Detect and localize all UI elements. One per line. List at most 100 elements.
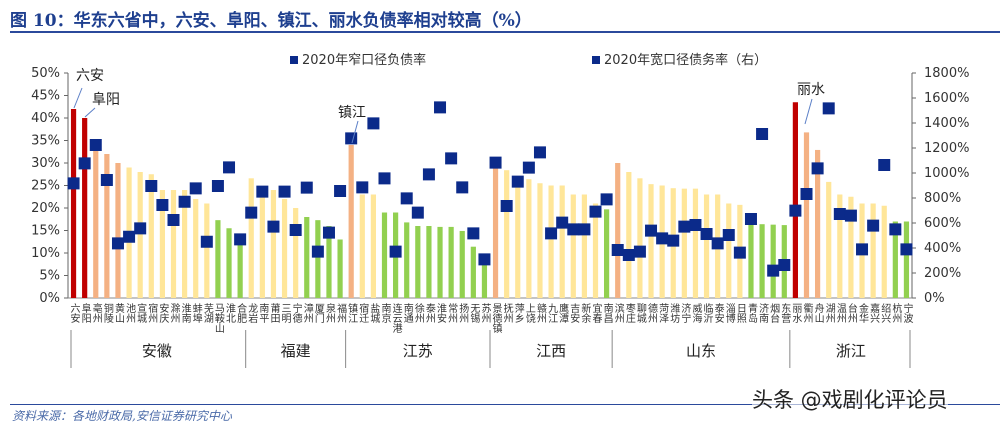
category-label: 亳州 — [90, 302, 102, 323]
bar-扬州 — [459, 230, 465, 298]
square-菏泽 — [656, 232, 669, 245]
square-烟台 — [767, 264, 780, 277]
square-宁德 — [289, 224, 302, 236]
bar-宁波 — [903, 221, 910, 298]
category-label: 聊城 — [634, 302, 646, 324]
bar-青岛 — [748, 215, 754, 298]
province-label: 江西 — [536, 342, 566, 360]
watermark: 头条 @戏剧化评论员 — [752, 384, 948, 414]
category-label: 东营 — [779, 302, 791, 324]
bar-镇江 — [348, 145, 354, 298]
category-label: 六安 — [68, 303, 80, 324]
square-绍兴 — [878, 159, 891, 171]
left-tick-label: 5% — [39, 269, 60, 284]
bar-莆田 — [270, 190, 277, 298]
category-label: 日照 — [734, 303, 746, 324]
title-divider — [10, 31, 1000, 33]
category-label: 滨州 — [612, 302, 624, 323]
legend-marker-bar — [290, 56, 298, 64]
category-label: 萍乡 — [512, 303, 524, 323]
category-label: 衢州 — [801, 303, 813, 323]
category-label: 新余 — [579, 302, 591, 324]
category-label: 德州 — [646, 302, 658, 323]
category-label: 苏州 — [479, 302, 491, 323]
category-label: 扬州 — [457, 302, 469, 323]
square-衢州 — [800, 188, 813, 200]
category-label: 鹰潭 — [557, 302, 569, 323]
legend-marker-square — [592, 56, 600, 64]
category-label: 宿州 — [146, 302, 158, 323]
square-淮南 — [178, 195, 191, 208]
square-泰安 — [711, 237, 724, 250]
province-label: 山东 — [686, 342, 716, 360]
bar-盐城 — [370, 194, 376, 298]
category-label: 绍兴 — [879, 302, 891, 324]
square-黄山 — [111, 237, 124, 250]
footer-divider — [10, 404, 1000, 405]
square-南昌 — [600, 193, 613, 206]
square-金华 — [856, 243, 869, 256]
bar-南昌 — [604, 209, 610, 298]
square-赣州 — [533, 146, 546, 159]
category-label: 上饶 — [523, 303, 535, 324]
bar-淮安 — [437, 226, 443, 298]
right-tick-label: 1000% — [924, 166, 969, 181]
bar-衢州 — [803, 132, 810, 298]
category-label: 南通 — [401, 302, 413, 323]
square-青岛 — [744, 213, 757, 225]
source-note: 资料来源：各地财政局,安信证券研究中心 — [12, 409, 232, 423]
category-label: 威海 — [690, 302, 702, 324]
category-label: 潍坊 — [668, 303, 680, 324]
category-label: 淄博 — [723, 303, 735, 324]
right-tick-label: 1200% — [924, 141, 969, 156]
category-label: 芜湖 — [201, 302, 213, 324]
square-温州 — [833, 208, 846, 220]
category-label: 烟台 — [768, 302, 780, 324]
bar-烟台 — [770, 224, 776, 298]
bar-舟山 — [815, 149, 821, 298]
square-东营 — [778, 259, 791, 271]
bar-鹰潭 — [559, 185, 565, 298]
square-滁州 — [167, 214, 180, 226]
province-label: 安徽 — [142, 342, 172, 360]
left-tick-label: 15% — [31, 224, 60, 239]
category-label: 湖州 — [823, 303, 835, 323]
category-label: 安庆 — [157, 302, 169, 324]
right-tick-label: 0% — [924, 291, 945, 306]
category-label: 泰州 — [423, 302, 435, 323]
legend-label-bar: 2020年窄口径负债率 — [302, 52, 426, 68]
category-label: 南京 — [379, 302, 391, 324]
category-label: 漳州 — [301, 302, 313, 323]
square-枣庄 — [622, 249, 635, 261]
category-label: 丽水 — [790, 303, 802, 323]
square-宿州 — [145, 180, 158, 192]
square-抚州 — [500, 200, 513, 212]
bar-绍兴 — [881, 205, 887, 298]
bar-德州 — [648, 184, 654, 298]
square-福州 — [334, 185, 347, 197]
right-tick-label: 1600% — [924, 91, 969, 106]
square-淄博 — [722, 229, 735, 241]
left-tick-label: 40% — [31, 111, 60, 126]
bar-蚌埠 — [193, 199, 199, 298]
bar-宜春 — [592, 203, 599, 298]
category-label: 宣城 — [135, 302, 147, 324]
square-吉安 — [567, 223, 580, 236]
square-九江 — [545, 227, 558, 240]
right-tick-label: 600% — [924, 216, 961, 231]
category-label: 景德镇 — [490, 303, 502, 334]
category-label: 吉安 — [568, 303, 580, 324]
category-label: 金华 — [857, 302, 869, 324]
bar-临沂 — [703, 194, 710, 298]
bar-淮南 — [182, 190, 188, 298]
bar-台州 — [848, 196, 854, 298]
bar-萍乡 — [515, 176, 521, 298]
category-label: 菏泽 — [657, 303, 669, 323]
category-label: 泉州 — [323, 302, 335, 323]
square-宿迁 — [356, 181, 369, 194]
bar-宣城 — [137, 172, 143, 298]
bar-常州 — [448, 226, 454, 298]
bar-淮北 — [226, 228, 232, 298]
right-tick-label: 1400% — [924, 116, 969, 131]
square-新余 — [578, 223, 591, 236]
